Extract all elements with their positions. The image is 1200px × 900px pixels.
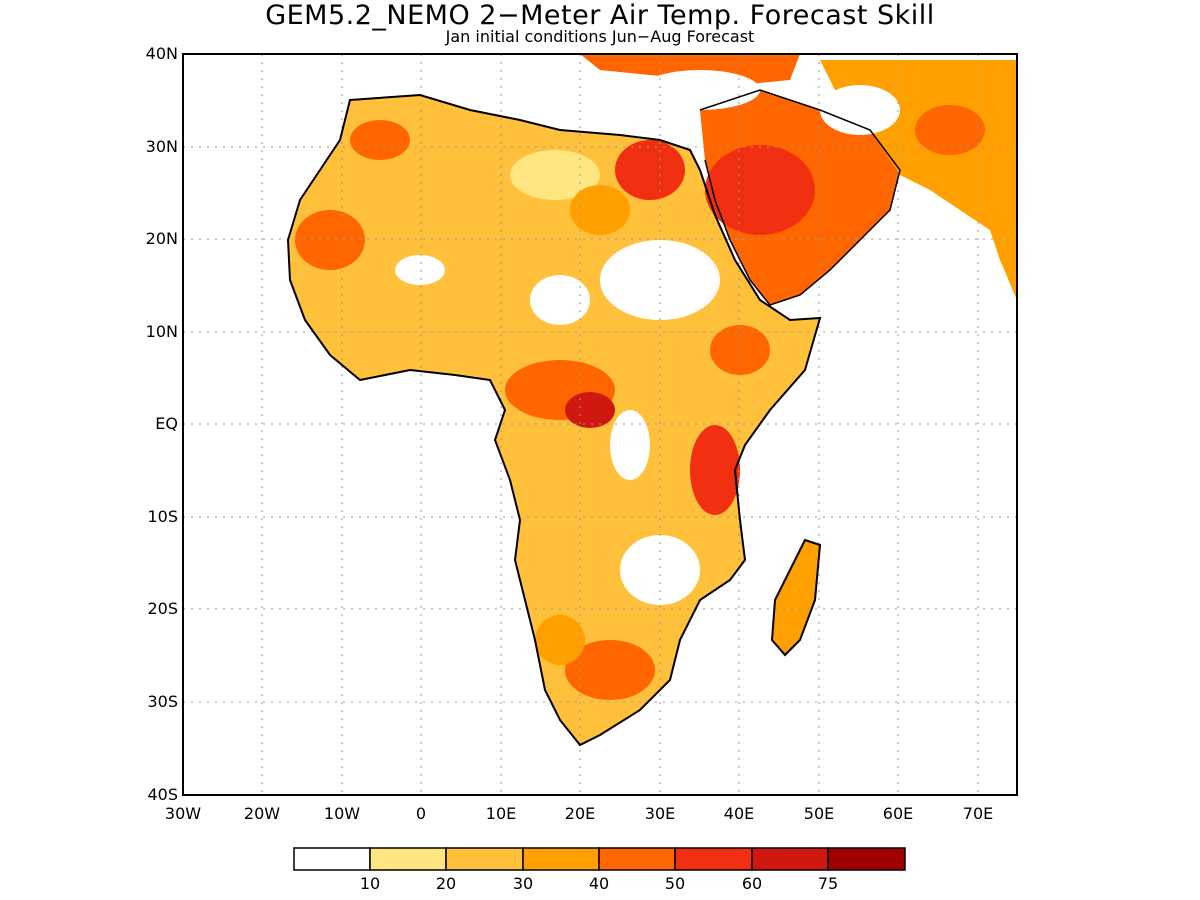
lon-label-30w: 30W xyxy=(164,804,202,823)
colorbar xyxy=(293,847,906,871)
skill-patch xyxy=(690,425,740,515)
colorbar-label-75: 75 xyxy=(817,874,839,893)
chart-subtitle: Jan initial conditions Jun−Aug Forecast xyxy=(445,27,755,46)
lat-label-30n: 30N xyxy=(145,137,178,156)
skill-patch xyxy=(710,325,770,375)
skill-patch xyxy=(915,105,985,155)
chart-title: GEM5.2_NEMO 2−Meter Air Temp. Forecast S… xyxy=(265,0,935,31)
lon-label-70e: 70E xyxy=(962,804,994,823)
skill-patch xyxy=(400,125,480,195)
colorbar-box-7 xyxy=(751,847,829,871)
lat-label-20s: 20S xyxy=(147,599,178,618)
lat-label-10s: 10S xyxy=(147,507,178,526)
madagascar xyxy=(772,540,820,655)
colorbar-label-60: 60 xyxy=(741,874,763,893)
lon-label-20e: 20E xyxy=(564,804,596,823)
lon-label-10e: 10E xyxy=(485,804,517,823)
coastline xyxy=(286,93,822,747)
skill-patch xyxy=(535,615,585,665)
colorbar-label-10: 10 xyxy=(359,874,381,893)
colorbar-box-1 xyxy=(293,847,371,871)
lon-label-50e: 50E xyxy=(803,804,835,823)
lat-label-30s: 30S xyxy=(147,692,178,711)
skill-patch xyxy=(350,120,410,160)
arabia-coast xyxy=(699,89,901,306)
skill-patch xyxy=(620,535,700,605)
lon-label-60e: 60E xyxy=(882,804,914,823)
skill-patch xyxy=(705,145,815,235)
colorbar-box-5 xyxy=(598,847,676,871)
colorbar-box-8 xyxy=(827,847,906,871)
lat-label-eq: EQ xyxy=(155,414,178,433)
skill-patch xyxy=(640,70,760,110)
skill-patch xyxy=(295,210,365,270)
skill-field xyxy=(288,54,1017,745)
lat-label-40n: 40N xyxy=(145,44,178,63)
skill-patch xyxy=(395,255,445,285)
lon-label-0: 0 xyxy=(415,804,427,823)
colorbar-box-2 xyxy=(369,847,447,871)
lat-label-10n: 10N xyxy=(145,322,178,341)
madagascar-coast xyxy=(770,538,822,657)
colorbar-box-3 xyxy=(445,847,524,871)
colorbar-label-30: 30 xyxy=(512,874,534,893)
skill-patch xyxy=(565,640,655,700)
lon-label-20w: 20W xyxy=(243,804,281,823)
skill-patch xyxy=(510,150,600,200)
lat-label-40s: 40S xyxy=(147,785,178,804)
colorbar-box-4 xyxy=(522,847,600,871)
lat-label-20n: 20N xyxy=(145,229,178,248)
colorbar-box-6 xyxy=(674,847,753,871)
colorbar-label-20: 20 xyxy=(435,874,457,893)
graticule xyxy=(183,54,1017,795)
lon-label-40e: 40E xyxy=(723,804,755,823)
skill-patch xyxy=(565,392,615,428)
skill-patch xyxy=(820,85,900,135)
skill-patch xyxy=(615,140,685,200)
skill-patch xyxy=(530,275,590,325)
colorbar-label-40: 40 xyxy=(588,874,610,893)
skill-patch xyxy=(610,410,650,480)
lon-label-30e: 30E xyxy=(644,804,676,823)
lon-label-10w: 10W xyxy=(323,804,361,823)
skill-patch xyxy=(570,185,630,235)
colorbar-label-50: 50 xyxy=(664,874,686,893)
map-frame xyxy=(182,53,1018,796)
